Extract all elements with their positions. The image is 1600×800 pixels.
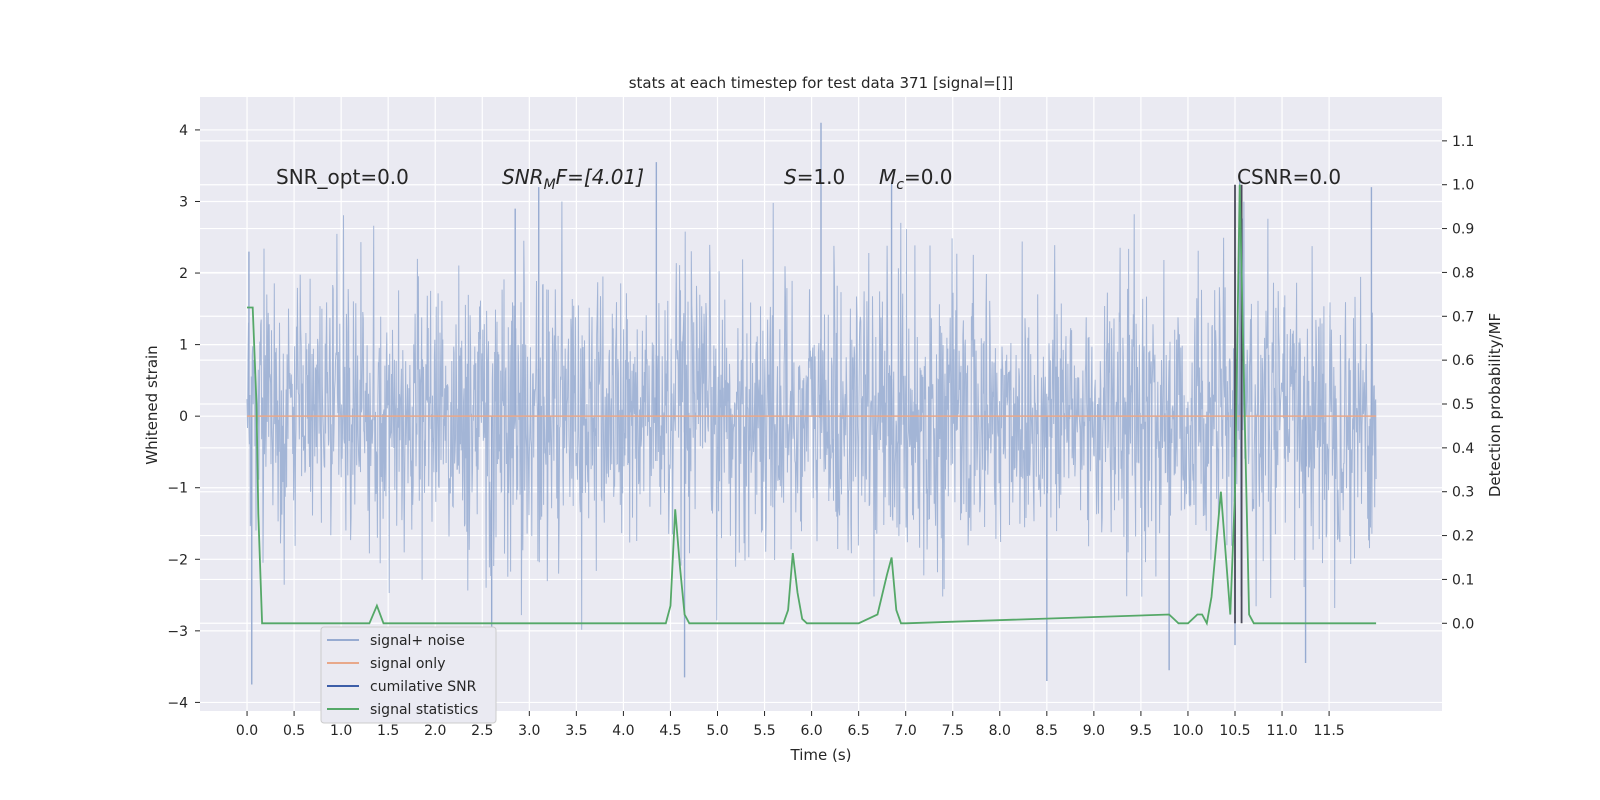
x-tick-label: 4.0: [612, 723, 634, 739]
x-tick-label: 3.5: [565, 723, 587, 739]
x-tick-label: 7.5: [942, 723, 964, 739]
x-axis-label: Time (s): [790, 746, 852, 764]
y-right-tick-label: 0.1: [1452, 572, 1474, 588]
x-tick-label: 9.5: [1130, 723, 1152, 739]
legend-label-signal-only: signal only: [370, 656, 445, 672]
y-left-tick-label: −4: [167, 695, 188, 711]
y-right-tick-label: 0.2: [1452, 529, 1474, 545]
annotation-mc-sub: c: [896, 177, 904, 193]
x-tick-label: 8.5: [1036, 723, 1058, 739]
y-left-tick-label: 4: [179, 123, 188, 139]
x-tick-label: 5.5: [753, 723, 775, 739]
y-right-axis-label: Detection probability/MF: [1486, 313, 1504, 497]
annotation-s-rest: =1.0: [797, 165, 846, 189]
x-tick-label: 4.5: [659, 723, 681, 739]
legend-label-signal-statistics: signal statistics: [370, 702, 478, 718]
annotation-snr-opt: SNR_opt=0.0: [276, 165, 409, 189]
x-tick-label: 11.0: [1266, 723, 1297, 739]
y-right-tick-label: 0.5: [1452, 397, 1474, 413]
annotation-mc-main: M: [879, 165, 896, 189]
legend: signal+ noise signal only cumilative SNR…: [320, 626, 497, 724]
signal-noise-series: [246, 122, 1377, 685]
x-tick-label: 3.0: [518, 723, 540, 739]
x-tick-label: 2.0: [424, 723, 446, 739]
annotation-csnr: CSNR=0.0: [1237, 165, 1341, 189]
y-left-tick-label: −2: [167, 552, 188, 568]
y-left-tick-label: 2: [179, 266, 188, 282]
annotation-snr-mf-sub: M: [544, 177, 556, 193]
legend-box: [320, 626, 497, 724]
annotation-snr-mf-main: SNR: [502, 165, 544, 189]
legend-label-cumulative-snr: cumilative SNR: [370, 679, 477, 695]
x-tick-label: 7.0: [895, 723, 917, 739]
y-right-tick-label: 1.1: [1452, 134, 1474, 150]
annotation-s: S=1.0: [784, 165, 845, 189]
chart-title: stats at each timestep for test data 371…: [629, 74, 1014, 92]
x-tick-label: 0.5: [283, 723, 305, 739]
y-right-tick-label: 0.7: [1452, 309, 1474, 325]
x-tick-label: 2.5: [471, 723, 493, 739]
y-right-tick-label: 0.3: [1452, 485, 1474, 501]
y-left-tick-label: 0: [179, 409, 188, 425]
annotation-snr-mf-rest: F=[4.01]: [556, 165, 644, 189]
annotation-mc-rest: =0.0: [904, 165, 953, 189]
y-right-axis-ticks: 1.1 1.0 0.9 0.8 0.7 0.6 0.5 0.4 0.3 0.2 0.1 0.0: [1442, 134, 1474, 632]
x-axis-ticks: 0.0 0.5 1.0 1.5 2.0 2.5 3.0 3.5 4.0 4.5 5.0 5.5 6.0 6…: [236, 711, 1345, 739]
y-left-tick-label: 1: [179, 338, 188, 354]
x-tick-label: 6.0: [800, 723, 822, 739]
x-tick-label: 10.0: [1172, 723, 1203, 739]
y-left-tick-label: 3: [179, 194, 188, 210]
y-right-tick-label: 0.9: [1452, 222, 1474, 238]
y-right-tick-label: 0.8: [1452, 265, 1474, 281]
y-left-axis-label: Whitened strain: [143, 345, 161, 464]
y-left-tick-label: −3: [167, 624, 188, 640]
x-tick-label: 9.0: [1083, 723, 1105, 739]
y-right-tick-label: 1.0: [1452, 178, 1474, 194]
y-right-tick-label: 0.6: [1452, 353, 1474, 369]
x-tick-label: 10.5: [1219, 723, 1250, 739]
y-left-axis-ticks: 4 3 2 1 0 −1 −2 −3 −4: [167, 123, 200, 711]
series-signal-statistics: [247, 184, 1377, 627]
annotation-snr-mf: SNRMF=[4.01]: [502, 165, 644, 193]
series-signal-noise: [246, 201, 1377, 630]
x-tick-label: 0.0: [236, 723, 258, 739]
x-tick-label: 8.0: [989, 723, 1011, 739]
x-tick-label: 5.0: [706, 723, 728, 739]
annotation-s-main: S: [784, 165, 797, 189]
series-layer: [247, 184, 1377, 627]
x-tick-label: 1.5: [377, 723, 399, 739]
x-tick-label: 6.5: [848, 723, 870, 739]
y-right-tick-label: 0.0: [1452, 616, 1474, 632]
annotation-mc: Mc=0.0: [879, 165, 953, 193]
x-tick-label: 11.5: [1314, 723, 1345, 739]
x-tick-label: 1.0: [330, 723, 352, 739]
y-right-tick-label: 0.4: [1452, 441, 1474, 457]
y-left-tick-label: −1: [167, 481, 188, 497]
legend-label-signal-noise: signal+ noise: [370, 633, 465, 649]
